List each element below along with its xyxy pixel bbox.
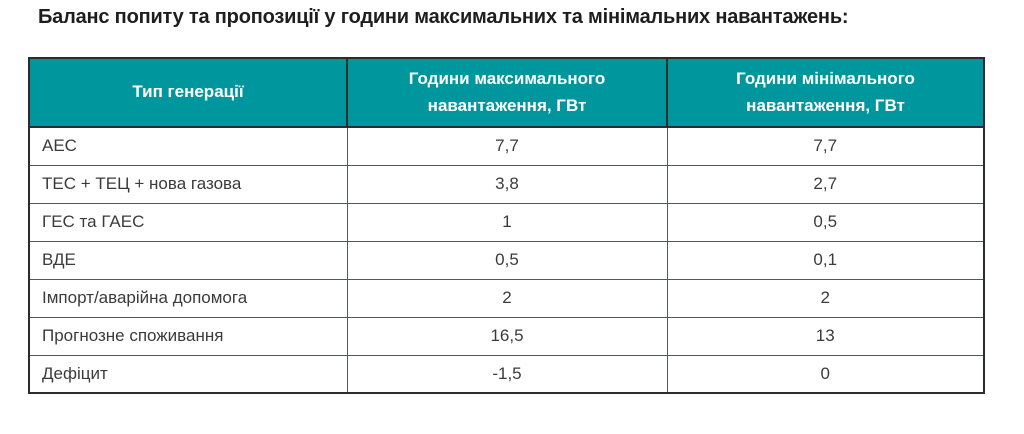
cell-max-load: 16,5 — [346, 316, 668, 356]
cell-max-load: 1 — [346, 202, 668, 242]
page-title: Баланс попиту та пропозиції у години мак… — [38, 6, 849, 28]
column-header-max-load: Години максимального навантаження, ГВт — [346, 57, 668, 128]
cell-min-load: 0,5 — [666, 202, 985, 242]
row-label: АЕС — [28, 126, 348, 166]
table-row-ges: ГЕС та ГАЕС 1 0,5 — [28, 202, 985, 242]
cell-min-load: 2 — [666, 278, 985, 318]
cell-min-load: 0,1 — [666, 240, 985, 280]
table-header: Тип генерації Години максимального наван… — [28, 57, 985, 128]
row-label: ВДЕ — [28, 240, 348, 280]
row-label: Імпорт/аварійна допомога — [28, 278, 348, 318]
cell-max-load: 3,8 — [346, 164, 668, 204]
row-label: Дефіцит — [28, 354, 348, 394]
row-label: ТЕС + ТЕЦ + нова газова — [28, 164, 348, 204]
cell-min-load: 7,7 — [666, 126, 985, 166]
table-row-tes: ТЕС + ТЕЦ + нова газова 3,8 2,7 — [28, 164, 985, 204]
table-body: АЕС 7,7 7,7 ТЕС + ТЕЦ + нова газова 3,8 … — [28, 126, 985, 394]
cell-max-load: -1,5 — [346, 354, 668, 394]
row-label: ГЕС та ГАЕС — [28, 202, 348, 242]
cell-max-load: 2 — [346, 278, 668, 318]
table-row-import: Імпорт/аварійна допомога 2 2 — [28, 278, 985, 318]
column-header-generation-type: Тип генерації — [28, 57, 348, 128]
balance-table: Тип генерації Години максимального наван… — [28, 57, 985, 394]
row-label: Прогнозне споживання — [28, 316, 348, 356]
cell-min-load: 13 — [666, 316, 985, 356]
header-row: Тип генерації Години максимального наван… — [28, 57, 985, 128]
table-row-aes: АЕС 7,7 7,7 — [28, 126, 985, 166]
cell-min-load: 0 — [666, 354, 985, 394]
table-row-consumption: Прогнозне споживання 16,5 13 — [28, 316, 985, 356]
column-header-min-load: Години мінімального навантаження, ГВт — [666, 57, 985, 128]
table-row-deficit: Дефіцит -1,5 0 — [28, 354, 985, 394]
cell-max-load: 7,7 — [346, 126, 668, 166]
cell-min-load: 2,7 — [666, 164, 985, 204]
table-row-vde: ВДЕ 0,5 0,1 — [28, 240, 985, 280]
cell-max-load: 0,5 — [346, 240, 668, 280]
